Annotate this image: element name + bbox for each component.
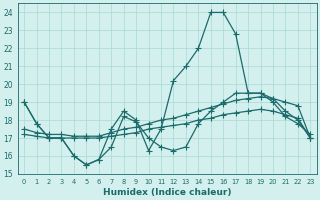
X-axis label: Humidex (Indice chaleur): Humidex (Indice chaleur) <box>103 188 231 197</box>
